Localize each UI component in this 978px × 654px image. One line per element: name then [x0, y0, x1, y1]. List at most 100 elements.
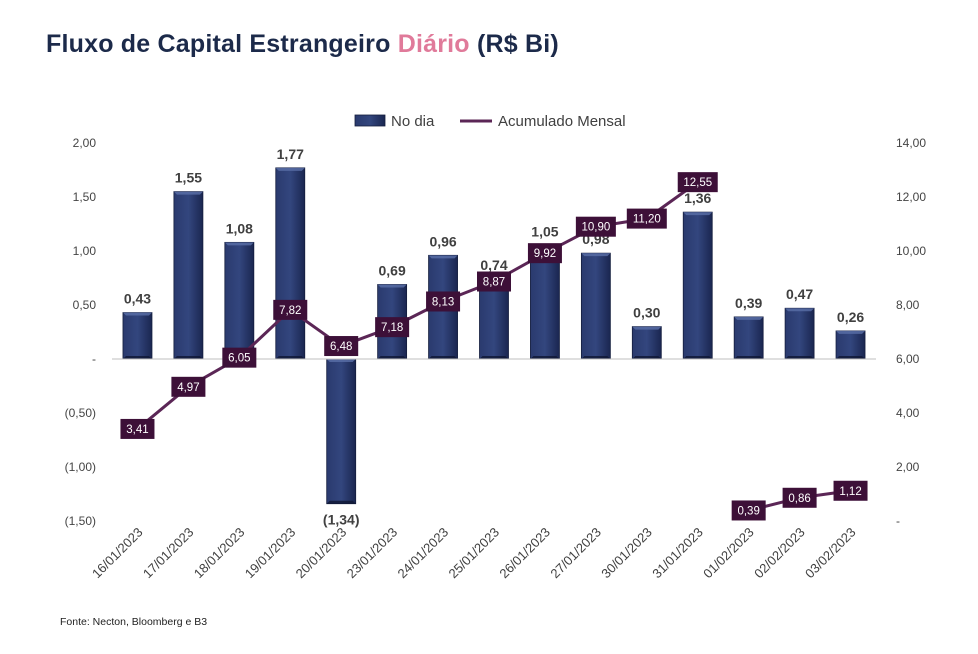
bar-series-no-dia — [122, 167, 866, 505]
chart-title-suffix: (R$ Bi) — [476, 30, 559, 58]
line-data-label-box — [782, 487, 817, 508]
line-data-label: 0,39 — [737, 505, 759, 517]
x-axis-tick-label: 23/01/2023 — [344, 525, 401, 582]
bar-27/01/2023 — [580, 252, 611, 360]
bar-bevel-top — [734, 316, 764, 320]
legend-entry-no-dia: No dia — [354, 113, 435, 130]
bar-data-label: 0,26 — [837, 309, 864, 325]
bar-bevel-top — [122, 312, 152, 316]
left-axis-tick-label: (1,00) — [65, 460, 96, 474]
bar-data-label: (1,34) — [323, 512, 360, 528]
x-axis-tick-label: 01/02/2023 — [700, 525, 757, 582]
bar-data-label: 1,55 — [175, 170, 202, 186]
right-axis-tick-label: 4,00 — [896, 406, 920, 420]
bar-body — [682, 211, 713, 360]
line-data-label-16/01/2023: 3,41 — [120, 418, 155, 439]
bar-19/01/2023 — [275, 167, 306, 360]
bar-data-label: 0,43 — [124, 291, 151, 307]
bar-body — [530, 245, 560, 360]
line-data-label-box — [626, 208, 667, 229]
chart-title-highlight: Diário — [397, 30, 470, 58]
right-axis-tick-label: 14,00 — [896, 136, 926, 150]
left-axis-tick-label: 1,00 — [73, 244, 97, 258]
bar-bevel-bottom — [326, 500, 356, 504]
bar-bevel-bottom — [632, 356, 662, 359]
bar-bevel-bottom — [581, 356, 611, 359]
bar-03/02/2023 — [835, 330, 866, 360]
bar-bevel-bottom — [122, 356, 152, 359]
bar-bevel-top — [173, 191, 203, 195]
line-data-label-25/01/2023: 8,87 — [477, 271, 511, 292]
bar-bevel-bottom — [173, 356, 203, 359]
line-data-label-19/01/2023: 7,82 — [273, 299, 308, 320]
line-data-label: 10,90 — [581, 222, 610, 234]
line-data-labels: 3,41 4,97 6,05 7,82 6,48 7,18 8,13 8,87 9,92 10,9… — [120, 172, 868, 521]
bar-data-label: 0,47 — [786, 286, 813, 302]
line-data-label-box — [677, 172, 718, 193]
legend-label: No dia — [391, 113, 435, 130]
line-data-label: 9,92 — [534, 248, 556, 260]
line-data-label-box — [273, 299, 308, 320]
line-data-label-24/01/2023: 8,13 — [426, 291, 461, 312]
bar-30/01/2023 — [631, 326, 662, 360]
x-axis-tick-label: 19/01/2023 — [242, 525, 299, 582]
x-axis-tick-label: 30/01/2023 — [598, 525, 655, 582]
bar-18/01/2023 — [224, 241, 255, 360]
bar-bevel-bottom — [683, 356, 713, 359]
line-data-label: 1,12 — [839, 486, 861, 498]
bar-bevel-top — [275, 167, 305, 171]
line-data-label: 11,20 — [633, 214, 661, 226]
bar-data-label: 1,77 — [277, 146, 304, 162]
x-axis-tick-label: 27/01/2023 — [547, 525, 604, 582]
x-axis-tick-label: 24/01/2023 — [395, 525, 452, 582]
line-data-label-box — [477, 271, 511, 292]
chart-title: Fluxo de Capital Estrangeiro Diário (R$ … — [46, 30, 559, 59]
line-data-label: 6,05 — [228, 353, 250, 365]
bar-data-label: 0,39 — [735, 295, 762, 311]
bar-bevel-top — [428, 255, 458, 259]
x-axis-tick-label: 20/01/2023 — [293, 525, 350, 582]
x-axis-tick-label: 02/02/2023 — [751, 525, 808, 582]
x-axis-tick-label: 18/01/2023 — [191, 525, 248, 582]
line-data-label: 8,13 — [432, 296, 454, 308]
left-axis-tick-label: (1,50) — [65, 514, 96, 528]
bar-bevel-bottom — [428, 356, 458, 359]
bar-bevel-bottom — [785, 356, 815, 359]
x-axis-tick-label: 31/01/2023 — [649, 525, 706, 582]
bar-body — [224, 241, 255, 360]
bar-02/02/2023 — [784, 307, 815, 360]
bar-body — [835, 330, 866, 360]
line-data-label-box — [731, 500, 766, 521]
legend-entry-acumulado-mensal: Acumulado Mensal — [460, 113, 626, 130]
legend-label: Acumulado Mensal — [498, 113, 626, 130]
bar-bevel-bottom — [377, 356, 407, 359]
bar-body — [173, 191, 204, 360]
line-data-label-box — [120, 418, 155, 439]
line-data-label-30/01/2023: 11,20 — [626, 208, 667, 229]
bar-bevel-top — [785, 308, 815, 312]
line-data-label-box — [222, 347, 257, 368]
line-data-label: 7,82 — [279, 305, 301, 317]
source-note: Fonte: Necton, Bloomberg e B3 — [60, 616, 208, 628]
line-data-label-17/01/2023: 4,97 — [171, 376, 206, 397]
chart-title-prefix: Fluxo de Capital Estrangeiro — [46, 30, 391, 58]
bar-31/01/2023 — [682, 211, 713, 360]
bar-bevel-top — [224, 242, 254, 246]
line-data-label: 0,86 — [788, 493, 810, 505]
bar-data-label: 0,69 — [379, 262, 406, 278]
left-axis-tick-label: - — [92, 352, 96, 366]
bar-data-label: 1,05 — [531, 224, 558, 240]
line-data-label-box — [527, 243, 562, 264]
bar-body — [326, 358, 357, 505]
right-axis-tick-label: 8,00 — [896, 298, 920, 312]
right-axis: 14,00 12,00 10,00 8,00 6,00 4,00 2,00 - — [896, 136, 926, 528]
right-axis-tick-label: 6,00 — [896, 352, 920, 366]
legend: No dia Acumulado Mensal — [354, 113, 626, 130]
bar-body — [784, 307, 815, 360]
line-data-label: 6,48 — [330, 341, 352, 353]
line-data-label-01/02/2023: 0,39 — [731, 500, 766, 521]
line-data-label-box — [575, 216, 616, 237]
left-axis-tick-label: 2,00 — [73, 136, 97, 150]
line-data-label: 4,97 — [177, 382, 199, 394]
